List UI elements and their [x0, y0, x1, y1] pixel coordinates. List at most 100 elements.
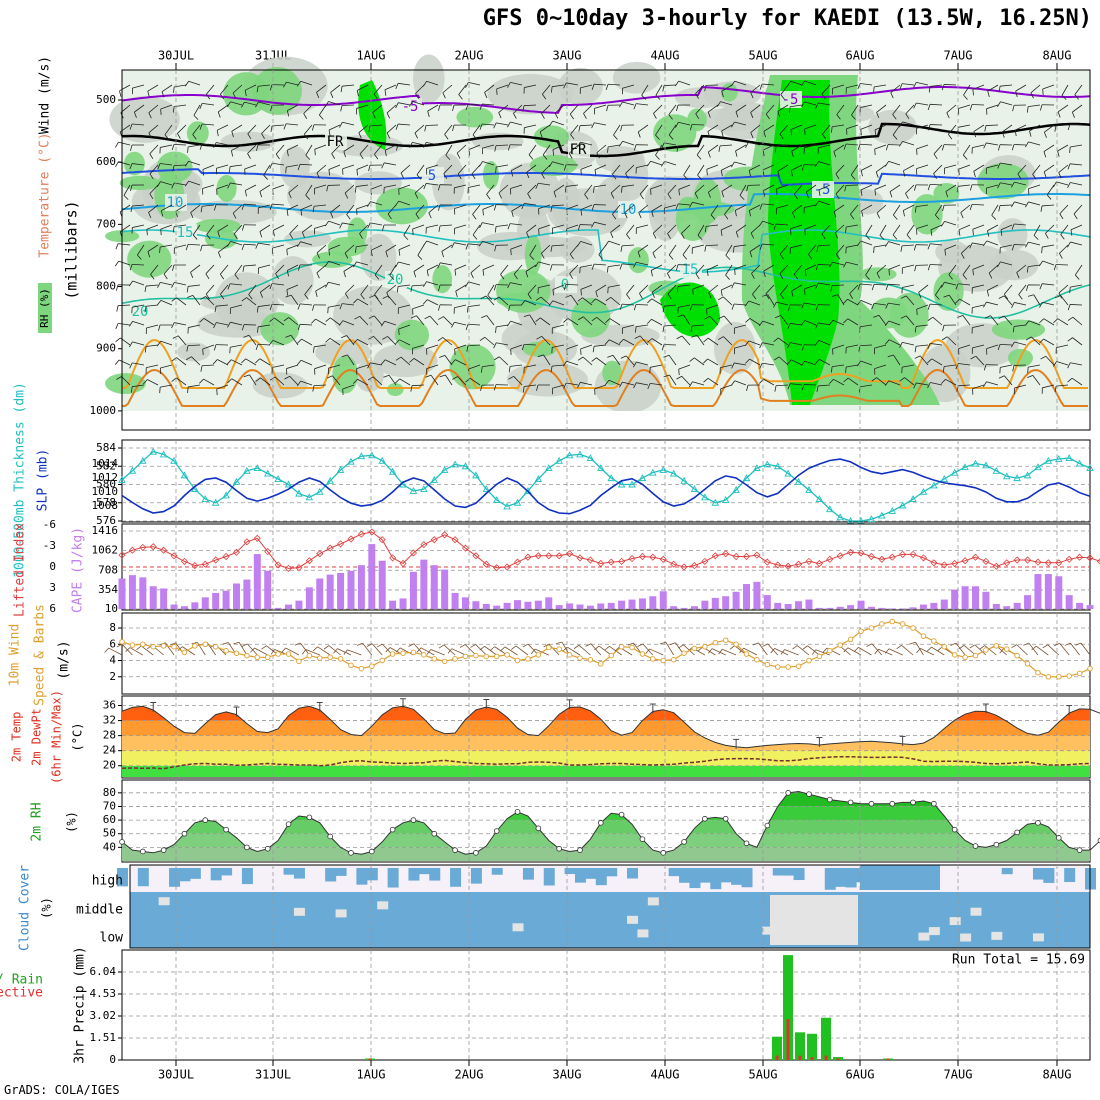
- upper-wind-barb: [776, 144, 789, 147]
- upper-wind-barb: [750, 232, 755, 239]
- upper-wind-barb: [303, 113, 308, 119]
- upper-wind-barb: [655, 154, 660, 160]
- upper-wind-barb: [860, 360, 873, 366]
- upper-wind-barb: [234, 264, 243, 275]
- upper-wind-barb: [668, 254, 674, 260]
- upper-wind-barb: [524, 84, 537, 88]
- thickness-point: [982, 461, 990, 469]
- cape-bar: [878, 607, 886, 609]
- upper-wind-barb: [272, 162, 285, 166]
- upper-wind-barb: [342, 84, 355, 87]
- thickness-point: [1034, 463, 1042, 471]
- surface-wind-barb: [141, 645, 154, 656]
- upper-wind-barb: [244, 264, 257, 267]
- upper-wind-barb: [815, 264, 819, 271]
- upper-wind-barb: [188, 384, 201, 388]
- lifted-index-point: [201, 560, 209, 568]
- upper-wind-barb: [987, 91, 990, 98]
- upper-wind-barb: [259, 231, 263, 238]
- upper-wind-barb: [661, 344, 665, 351]
- upper-wind-barb: [1070, 182, 1083, 186]
- rh-point: [369, 848, 375, 855]
- rh-gray-patch: [354, 171, 402, 195]
- precip-conv-bar: [775, 1055, 779, 1060]
- rh-green-patch: [119, 175, 161, 191]
- upper-wind-barb: [1053, 318, 1059, 324]
- upper-wind-barb: [359, 316, 369, 326]
- upper-wind-barb: [395, 83, 399, 90]
- upper-wind-barb: [929, 183, 943, 186]
- upper-wind-barb: [647, 338, 653, 343]
- upper-wind-barb: [161, 84, 173, 93]
- upper-wind-barb: [387, 204, 397, 215]
- upper-wind-barb: [592, 346, 595, 353]
- thickness-point: [930, 481, 938, 489]
- upper-wind-barb: [1053, 361, 1057, 367]
- cape-bar: [659, 591, 667, 609]
- upper-wind-barb: [846, 143, 859, 146]
- upper-wind-barb: [563, 382, 567, 389]
- upper-wind-barb: [470, 264, 481, 274]
- upper-wind-barb: [818, 184, 831, 191]
- upper-wind-barb: [692, 284, 705, 290]
- rh-green-patch: [533, 125, 570, 149]
- surface-wind-barb: [447, 648, 453, 654]
- surface-wind-barb: [1023, 642, 1030, 646]
- surface-wind-barb: [337, 648, 352, 656]
- upper-wind-barb: [289, 224, 299, 234]
- high-cloud-cell: [793, 868, 805, 881]
- upper-wind-barb: [983, 381, 987, 388]
- upper-wind-barb: [983, 301, 987, 308]
- upper-wind-barb: [997, 144, 1001, 151]
- temp-axis-label: 2m Temp: [10, 712, 24, 763]
- upper-wind-barb: [1032, 164, 1041, 175]
- upper-wind-barb: [538, 204, 551, 210]
- rh-point: [389, 826, 396, 833]
- surface-wind-barb: [792, 645, 798, 650]
- upper-wind-barb: [775, 384, 789, 387]
- upper-wind-barb: [791, 359, 803, 366]
- precip-conv-bar: [798, 1055, 802, 1060]
- li-tick-label: 0: [49, 560, 56, 573]
- thickness-point: [878, 511, 886, 519]
- surface-wind-barb: [556, 641, 563, 645]
- upper-wind-barb: [987, 284, 999, 291]
- upper-wind-barb: [563, 82, 567, 89]
- wind-speed-point: [639, 651, 646, 657]
- upper-wind-barb: [973, 164, 985, 172]
- upper-wind-barb: [594, 221, 607, 226]
- upper-wind-barb: [888, 380, 901, 386]
- upper-wind-barb: [667, 233, 671, 239]
- temp-band: [122, 706, 1090, 721]
- upper-wind-barb: [801, 344, 805, 351]
- upper-wind-barb: [641, 84, 649, 96]
- thickness-point: [503, 502, 511, 510]
- upper-wind-barb: [412, 344, 425, 349]
- li-tick-label: 6: [49, 602, 56, 615]
- upper-wind-barb: [718, 336, 724, 340]
- lifted-index-point: [576, 554, 584, 562]
- upper-wind-barb: [132, 224, 145, 228]
- upper-wind-barb: [227, 322, 231, 328]
- upper-wind-barb: [874, 124, 887, 131]
- upper-wind-barb: [172, 226, 175, 233]
- upper-wind-barb: [414, 192, 419, 199]
- wind-speed-point: [285, 651, 292, 657]
- upper-wind-barb: [569, 104, 579, 115]
- upper-wind-barb: [188, 324, 201, 328]
- rh-point: [535, 825, 542, 832]
- upper-wind-barb: [902, 264, 915, 269]
- upper-wind-barb: [496, 164, 509, 168]
- cape-bar: [628, 599, 636, 609]
- cloud-level-low: low: [100, 931, 124, 946]
- upper-wind-barb: [655, 144, 663, 156]
- upper-wind-barb: [258, 101, 271, 106]
- surface-wind-barb: [627, 642, 634, 646]
- bottom-day-label: 7AUG: [944, 1068, 973, 1082]
- rh-point: [285, 821, 292, 827]
- upper-wind-barb: [653, 104, 663, 114]
- upper-wind-barb: [400, 356, 411, 366]
- upper-wind-barb: [498, 192, 502, 199]
- cape-bar: [493, 605, 501, 609]
- slp-axis-label: SLP (mb): [36, 449, 51, 512]
